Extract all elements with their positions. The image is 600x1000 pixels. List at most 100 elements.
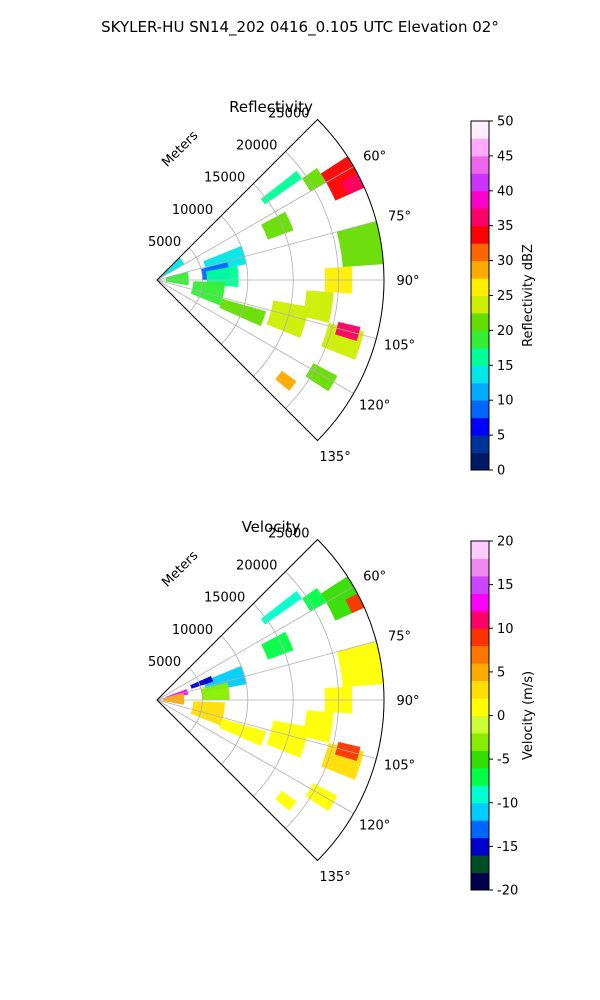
reflectivity-colorbar-tick-label: 15: [497, 359, 514, 374]
reflectivity-colorbar-tick-label: 0: [497, 464, 505, 479]
reflectivity-colorbar-step: [471, 190, 489, 209]
reflectivity-colorbar-tick-label: 35: [497, 219, 514, 234]
velocity-colorbar-step: [471, 715, 489, 734]
velocity-azimuth-spoke-4: [156, 699, 354, 814]
reflectivity-colorbar-step: [471, 452, 489, 471]
reflectivity-colorbar-step: [471, 312, 489, 331]
velocity-colorbar-step: [471, 610, 489, 629]
velocity-colorbar-tick-label: -5: [497, 753, 510, 768]
reflectivity-colorbar-tick-label: 5: [497, 429, 505, 444]
reflectivity-range-tick-label: 25000: [268, 106, 309, 121]
velocity-colorbar-step: [471, 558, 489, 577]
reflectivity-range-tick-label: 20000: [236, 139, 277, 154]
velocity-colorbar-step: [471, 855, 489, 874]
velocity-colorbar: -20 -15 -10 -5 0 5 10 15 20 Velocity (m/s): [470, 535, 536, 899]
reflectivity-colorbar-step: [471, 347, 489, 366]
velocity-echo-6: [201, 682, 230, 700]
reflectivity-colorbar-step: [471, 417, 489, 436]
reflectivity-sector-frame: [156, 118, 385, 442]
velocity-range-tick-label: 20000: [236, 559, 277, 574]
velocity-panel: Velocity 5000 10000 15000 20000 25000 Meters 60…: [148, 518, 420, 885]
velocity-colorbar-step: [471, 698, 489, 716]
velocity-azimuth-spoke-3: [156, 699, 377, 760]
velocity-colorbar-tick-label: 5: [497, 665, 505, 680]
reflectivity-echo-1: [341, 173, 365, 196]
reflectivity-range-tick-label: 5000: [148, 235, 181, 250]
reflectivity-colorbar-step: [471, 121, 489, 139]
velocity-echo-7: [190, 675, 214, 689]
reflectivity-azimuth-spoke-4: [156, 279, 354, 394]
velocity-colorbar-tick-label: -10: [497, 796, 518, 811]
velocity-azimuth-tick-label: 90°: [396, 694, 419, 709]
velocity-colorbar-step: [471, 732, 489, 751]
reflectivity-colorbar-step: [471, 208, 489, 227]
velocity-colorbar-step: [471, 575, 489, 594]
reflectivity-range-tick-label: 10000: [172, 203, 213, 218]
reflectivity-colorbar-step: [471, 260, 489, 279]
velocity-echo-11: [219, 718, 267, 747]
reflectivity-azimuth-tick-label: 105°: [384, 338, 415, 353]
velocity-range-tick-label: 5000: [148, 655, 181, 670]
reflectivity-echo-layer: [158, 156, 384, 392]
velocity-range-tick-label: 15000: [204, 591, 245, 606]
velocity-azimuth-tick-label: 120°: [359, 819, 390, 834]
reflectivity-colorbar-step: [471, 330, 489, 349]
reflectivity-colorbar-step: [471, 400, 489, 419]
reflectivity-colorbar-step: [471, 155, 489, 174]
velocity-colorbar-step: [471, 541, 489, 559]
reflectivity-colorbar-step: [471, 435, 489, 454]
reflectivity-echo-9: [165, 271, 189, 286]
velocity-colorbar-tick-label: 10: [497, 622, 514, 637]
reflectivity-azimuth-spoke-1: [156, 220, 377, 281]
reflectivity-echo-3: [260, 170, 303, 205]
reflectivity-echo-15: [336, 221, 384, 268]
reflectivity-colorbar-step: [471, 382, 489, 401]
velocity-colorbar-tick-label: -15: [497, 840, 518, 855]
reflectivity-colorbar: 0 5 10 15 20 25 30 35 40 45 50 Reflectivity dBZ: [470, 115, 536, 479]
velocity-colorbar-step: [471, 750, 489, 769]
velocity-echo-13: [302, 710, 334, 743]
velocity-azimuth-spoke-1: [156, 640, 377, 701]
velocity-colorbar-step: [471, 645, 489, 664]
velocity-echo-layer: [163, 576, 384, 812]
velocity-radial-axis-label: Meters: [159, 548, 201, 590]
reflectivity-range-tick-label: 15000: [204, 171, 245, 186]
reflectivity-echo-7: [206, 265, 239, 288]
velocity-colorbar-step: [471, 872, 489, 891]
velocity-azimuth-tick-label: 105°: [384, 758, 415, 773]
reflectivity-colorbar-step: [471, 295, 489, 314]
reflectivity-azimuth-tick-label: 120°: [359, 399, 390, 414]
velocity-colorbar-step: [471, 628, 489, 647]
reflectivity-echo-13: [302, 290, 334, 323]
reflectivity-echo-19: [275, 370, 297, 391]
velocity-echo-9: [163, 692, 185, 705]
reflectivity-panel: Reflectivity 5000 10000 15000 20000 25000 Mete…: [148, 98, 420, 465]
reflectivity-colorbar-tick-label: 40: [497, 184, 514, 199]
velocity-azimuth-spoke-0: [156, 586, 354, 701]
reflectivity-colorbar-tick-label: 20: [497, 324, 514, 339]
reflectivity-colorbar-tick-label: 50: [497, 115, 514, 130]
reflectivity-radial-axis-label: Meters: [159, 128, 201, 170]
reflectivity-echo-4: [261, 211, 294, 240]
reflectivity-azimuth-spoke-0: [156, 166, 354, 281]
velocity-colorbar-step: [471, 802, 489, 821]
reflectivity-azimuth-tick-label: 60°: [363, 150, 386, 165]
velocity-azimuth-tick-label: 60°: [363, 570, 386, 585]
reflectivity-colorbar-label: Reflectivity dBZ: [521, 244, 536, 347]
reflectivity-azimuth-spoke-3: [156, 279, 377, 340]
velocity-colorbar-label: Velocity (m/s): [521, 671, 536, 760]
reflectivity-echo-8: [158, 257, 185, 279]
reflectivity-colorbar-tick-label: 25: [497, 289, 514, 304]
velocity-colorbar-step: [471, 593, 489, 612]
reflectivity-colorbar-step: [471, 173, 489, 192]
velocity-echo-4: [261, 631, 294, 660]
velocity-colorbar-tick-label: 15: [497, 578, 514, 593]
velocity-range-tick-label: 10000: [172, 623, 213, 638]
velocity-colorbar-step: [471, 820, 489, 839]
velocity-colorbar-step: [471, 837, 489, 856]
velocity-colorbar-step: [471, 785, 489, 804]
reflectivity-azimuth-tick-label: 90°: [396, 274, 419, 289]
reflectivity-colorbar-step: [471, 138, 489, 157]
velocity-echo-3: [260, 590, 303, 625]
velocity-colorbar-step: [471, 680, 489, 699]
